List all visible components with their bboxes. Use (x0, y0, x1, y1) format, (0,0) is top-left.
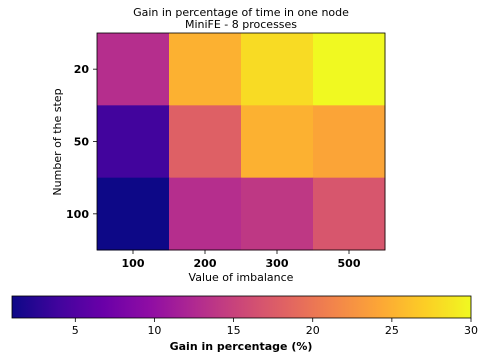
colorbar-tick-label: 10 (147, 324, 161, 337)
heatmap-cell (169, 177, 242, 251)
x-tick-label: 200 (194, 257, 217, 270)
chart-subtitle: MiniFE - 8 processes (185, 18, 297, 31)
heatmap-cell (97, 33, 170, 106)
heatmap-cell (313, 177, 386, 251)
heatmap-cell (97, 105, 170, 179)
heatmap-cell (169, 33, 242, 106)
y-tick-label: 20 (74, 63, 90, 76)
y-axis-ticks: 20 50 100 (66, 63, 97, 221)
heatmap-cell (169, 105, 242, 179)
y-tick-label: 50 (74, 136, 90, 149)
x-tick-label: 100 (122, 257, 145, 270)
heatmap-cell (313, 33, 386, 106)
y-axis-label: Number of the step (51, 88, 64, 195)
x-axis-label: Value of imbalance (189, 271, 294, 284)
colorbar-ticks: 5 10 15 20 25 30 (72, 318, 478, 337)
colorbar-tick-label: 20 (306, 324, 320, 337)
x-tick-label: 300 (266, 257, 289, 270)
colorbar-tick-label: 30 (464, 324, 478, 337)
x-tick-label: 500 (338, 257, 361, 270)
heatmap-cell (241, 177, 314, 251)
y-tick-label: 100 (66, 208, 89, 221)
x-axis-ticks: 100 200 300 500 (122, 250, 361, 270)
heatmap-cell (313, 105, 386, 179)
colorbar-tick-label: 15 (227, 324, 241, 337)
colorbar-label: Gain in percentage (%) (170, 340, 313, 353)
colorbar-tick-label: 25 (385, 324, 399, 337)
heatmap-cell (241, 105, 314, 179)
colorbar (11, 295, 472, 319)
chart-title: Gain in percentage of time in one node (133, 6, 349, 19)
heatmap-cell (241, 33, 314, 106)
heatmap-cell (97, 177, 170, 251)
heatmap-cells (97, 33, 386, 251)
colorbar-tick-label: 5 (72, 324, 79, 337)
